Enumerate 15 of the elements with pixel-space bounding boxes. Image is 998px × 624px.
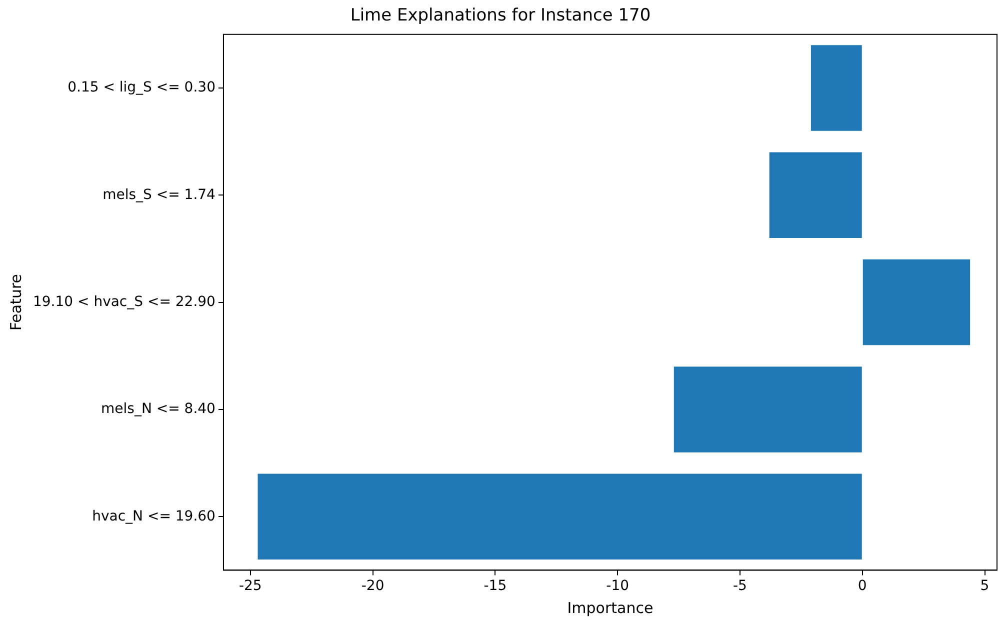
x-tick-label: 5 (980, 578, 990, 594)
y-tick-label: hvac_N <= 19.60 (92, 508, 216, 524)
x-tick-label: 0 (858, 578, 867, 594)
chart-title: Lime Explanations for Instance 170 (350, 6, 651, 26)
y-tick-label: mels_S <= 1.74 (102, 186, 216, 203)
y-axis-title: Feature (6, 274, 25, 331)
x-tick-label: -15 (484, 578, 507, 594)
y-tick-label: mels_N <= 8.40 (101, 401, 216, 418)
y-tick-label: 0.15 < lig_S <= 0.30 (68, 80, 216, 96)
y-tick-label: 19.10 < hvac_S <= 22.90 (32, 294, 216, 310)
x-tick-label: -20 (361, 578, 384, 594)
x-axis-title: Importance (567, 598, 654, 617)
x-tick-label: -10 (606, 578, 630, 594)
x-tick-label: -5 (732, 578, 747, 594)
x-tick-label: -25 (238, 578, 262, 594)
